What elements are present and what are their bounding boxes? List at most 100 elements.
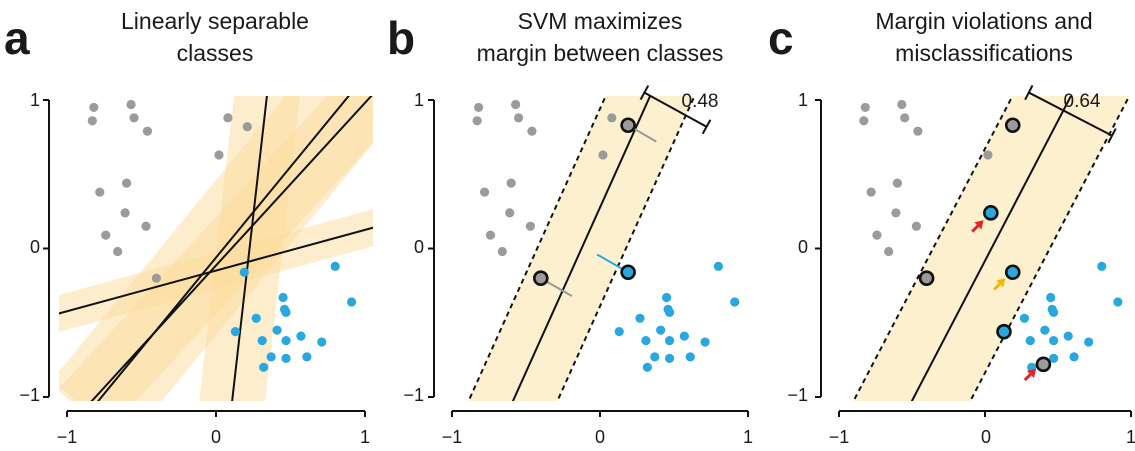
arrow-head <box>996 278 1006 288</box>
y-tick-label: −1 <box>403 385 424 405</box>
panel-title-line-2: margin between classes <box>477 40 724 66</box>
data-point <box>872 230 882 240</box>
arrow-head <box>974 220 984 230</box>
separating-line <box>96 96 350 401</box>
data-point <box>700 337 710 347</box>
margin-dimension-cap <box>1024 85 1034 101</box>
data-point <box>664 353 675 363</box>
data-point <box>242 122 252 132</box>
data-point <box>1049 353 1059 363</box>
data-point <box>1063 331 1073 341</box>
data-point <box>1025 335 1035 346</box>
support-vector-point <box>620 264 636 281</box>
data-point <box>983 150 993 160</box>
data-point <box>317 337 327 347</box>
data-point <box>1046 292 1056 303</box>
data-point <box>1113 297 1123 307</box>
data-point <box>272 325 282 335</box>
separating-line <box>231 96 268 401</box>
data-point <box>95 187 105 197</box>
x-tick-label: −1 <box>442 427 463 447</box>
margin-dimension-line <box>643 91 708 128</box>
data-point <box>281 307 291 317</box>
margin-dimension-cap <box>1107 128 1117 144</box>
data-point <box>884 246 894 257</box>
data-point <box>900 113 910 123</box>
y-tick-label: 0 <box>30 237 40 257</box>
margin-line <box>969 96 1131 401</box>
panel-title-line-2: classes <box>177 40 254 66</box>
support-vector-point <box>918 270 935 287</box>
data-point <box>474 102 484 113</box>
y-tick-label: 0 <box>798 237 808 257</box>
data-point <box>257 335 267 346</box>
data-point <box>479 187 490 197</box>
margin-line <box>852 96 1014 401</box>
data-point <box>860 102 870 113</box>
support-vector-point <box>996 323 1012 340</box>
data-point <box>664 307 675 317</box>
y-tick-label: 1 <box>30 90 40 110</box>
data-point <box>101 230 111 240</box>
data-point <box>142 126 153 136</box>
data-point <box>485 230 496 240</box>
panel-title-line-1: Linearly separable <box>121 8 309 34</box>
data-point <box>113 246 123 257</box>
margin-line <box>467 96 607 401</box>
margin-line <box>556 96 696 401</box>
y-tick-label: −1 <box>787 385 808 405</box>
data-point <box>129 113 139 123</box>
x-tick-label: 1 <box>360 427 370 447</box>
data-point <box>614 327 624 337</box>
data-point <box>650 352 660 362</box>
data-point <box>730 297 740 307</box>
axes <box>43 99 366 417</box>
data-point <box>251 313 261 323</box>
data-point <box>497 246 507 257</box>
data-point <box>511 99 521 110</box>
data-point <box>656 325 666 335</box>
support-vector-point <box>532 270 549 287</box>
data-point <box>1049 307 1059 317</box>
margin-dimension-cap <box>639 85 650 101</box>
data-point <box>1019 313 1030 323</box>
margin-width-label: 0.64 <box>1064 91 1101 112</box>
panel-title-line-1: Margin violations and <box>875 8 1092 34</box>
panel-title-line-2: misclassifications <box>895 40 1073 66</box>
panel-letter: b <box>387 12 415 64</box>
panel-title-line-1: SVM maximizes <box>518 8 683 34</box>
support-vector-point <box>620 117 636 134</box>
data-point <box>1084 337 1094 347</box>
x-tick-label: 1 <box>743 427 753 447</box>
data-point <box>1049 335 1059 346</box>
data-point <box>120 208 130 218</box>
data-point <box>126 99 136 110</box>
panel-b: b SVM maximizes margin between classes 1… <box>387 8 753 447</box>
x-tick-label: 0 <box>211 427 221 447</box>
data-point <box>598 150 608 160</box>
plot-area <box>852 96 1131 401</box>
panel-c: c Margin violations and misclassificatio… <box>768 8 1135 447</box>
x-tick-label: −1 <box>829 427 850 447</box>
panel-letter: a <box>4 12 30 64</box>
panel-a: a Linearly separable classes 1 0 −1 −1 0… <box>4 8 373 447</box>
data-point <box>505 208 515 218</box>
data-point <box>259 362 269 372</box>
y-tick-label: 0 <box>414 237 424 257</box>
data-point <box>525 221 536 231</box>
x-tick-label: 0 <box>981 427 991 447</box>
data-point <box>302 352 312 362</box>
x-tick-label: 0 <box>595 427 605 447</box>
data-point <box>892 178 903 188</box>
y-tick-label: 1 <box>798 90 808 110</box>
data-point <box>89 102 99 113</box>
plot-area <box>467 96 696 401</box>
data-point <box>514 113 524 123</box>
axes <box>428 99 749 417</box>
y-tick-label: −1 <box>19 385 40 405</box>
support-vector-point <box>1035 356 1052 373</box>
data-point <box>506 178 516 188</box>
data-point <box>346 297 357 307</box>
data-point <box>151 273 161 283</box>
support-vector-point <box>1004 117 1021 134</box>
